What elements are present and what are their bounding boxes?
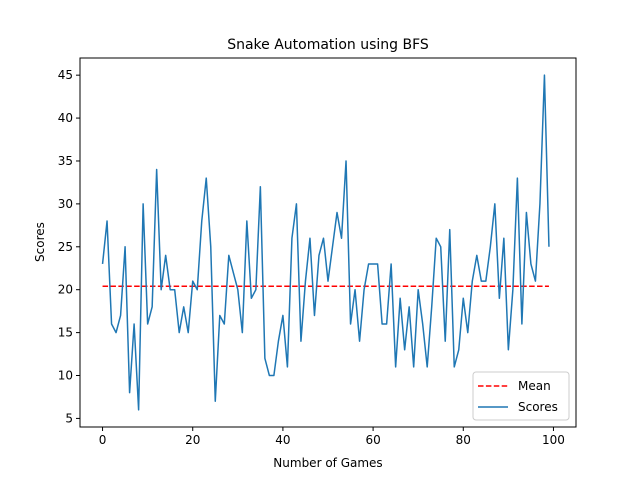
x-tick-label: 60 [365,433,380,447]
legend: Mean Scores [472,371,570,421]
y-tick-label: 25 [58,240,73,254]
y-axis-label: Scores [33,222,47,262]
y-tick-label: 30 [58,197,73,211]
plot-area [101,74,550,411]
x-tick-label: 80 [456,433,471,447]
x-tick-label: 40 [275,433,290,447]
series-scores-line [101,74,550,411]
y-axis: 5 10 15 20 25 30 35 40 45 [58,68,80,425]
x-tick-label: 20 [185,433,200,447]
y-tick-label: 15 [58,326,73,340]
legend-mean-label: Mean [518,379,551,393]
y-tick-label: 45 [58,68,73,82]
y-tick-label: 35 [58,154,73,168]
legend-box [472,371,570,421]
y-tick-label: 10 [58,369,73,383]
legend-scores-label: Scores [518,400,558,414]
x-tick-label: 0 [99,433,107,447]
y-tick-label: 20 [58,283,73,297]
y-tick-label: 5 [65,411,73,425]
plot-frame [79,57,577,428]
chart-title: Snake Automation using BFS [227,37,429,53]
x-axis: 0 20 40 60 80 100 [99,427,565,447]
x-tick-label: 100 [542,433,565,447]
x-axis-label: Number of Games [273,456,382,470]
y-tick-label: 40 [58,111,73,125]
